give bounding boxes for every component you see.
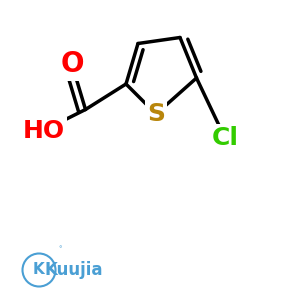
Text: Kuujia: Kuujia (44, 261, 103, 279)
Text: HO: HO (22, 118, 64, 142)
Text: O: O (60, 50, 84, 79)
Text: K: K (33, 262, 45, 278)
Text: °: ° (58, 246, 62, 252)
Text: Cl: Cl (212, 126, 239, 150)
Text: S: S (147, 102, 165, 126)
